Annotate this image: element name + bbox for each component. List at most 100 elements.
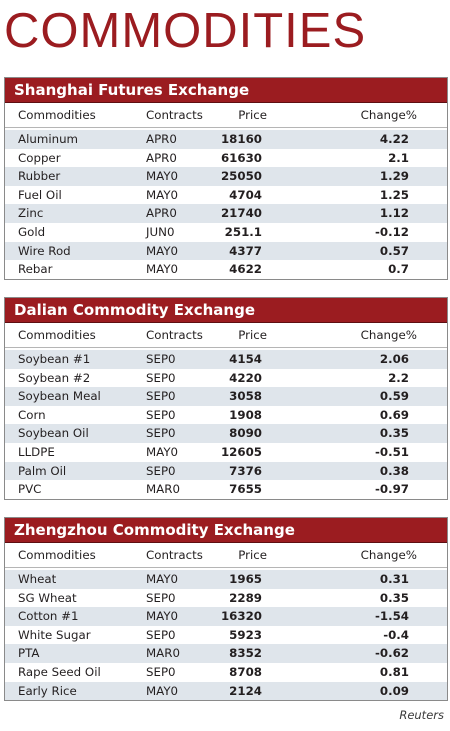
table-row: PTA MAR0 8352 -0.62 (5, 644, 447, 663)
page-title: COMMODITIES (4, 4, 367, 58)
exchange-section: Zhengzhou Commodity Exchange Commodities C… (4, 517, 448, 702)
contract-cell: SEP0 (146, 370, 176, 385)
contract-cell: SEP0 (146, 426, 176, 441)
price-cell: 3058 (229, 389, 262, 404)
price-cell: 1965 (229, 572, 262, 586)
price-cell: 16320 (220, 609, 262, 624)
header-price: Price (238, 548, 267, 562)
contract-cell: APR0 (146, 132, 177, 146)
header-contracts: Contracts (146, 548, 203, 562)
contract-cell: MAY0 (146, 187, 179, 202)
header-contracts: Contracts (146, 328, 203, 342)
change-cell: 2.06 (379, 352, 409, 366)
commodity-cell: Soybean #2 (18, 370, 91, 385)
change-cell: 2.1 (388, 150, 409, 165)
contract-cell: SEP0 (146, 664, 176, 679)
change-cell: -0.4 (383, 627, 409, 642)
exchange-name: Zhengzhou Commodity Exchange (5, 518, 447, 543)
change-cell: 1.29 (379, 169, 409, 184)
price-cell: 2289 (229, 590, 262, 605)
change-cell: 0.35 (379, 590, 409, 605)
table-row: SG Wheat SEP0 2289 0.35 (5, 588, 447, 608)
table-row: Early Rice MAY0 2124 0.09 (5, 681, 447, 701)
contract-cell: MAY0 (146, 169, 179, 184)
commodity-cell: Early Rice (18, 683, 77, 698)
change-cell: -0.51 (374, 444, 409, 459)
price-cell: 4154 (229, 352, 262, 366)
contract-cell: JUN0 (146, 224, 175, 239)
price-cell: 18160 (220, 132, 262, 146)
header-change: Change% (360, 328, 417, 342)
table-row: Aluminum APR0 18160 4.22 (5, 130, 447, 149)
change-cell: -1.54 (374, 609, 409, 624)
change-cell: 0.7 (388, 262, 409, 277)
table-row: Rape Seed Oil SEP0 8708 0.81 (5, 662, 447, 682)
commodity-cell: Soybean Meal (18, 389, 101, 404)
change-cell: 0.31 (379, 572, 409, 586)
contract-cell: SEP0 (146, 407, 176, 422)
price-cell: 4220 (229, 370, 262, 385)
table-row: LLDPE MAY0 12605 -0.51 (5, 442, 447, 462)
header-price: Price (238, 108, 267, 122)
header-commodities: Commodities (18, 548, 96, 562)
exchange-name: Dalian Commodity Exchange (5, 298, 447, 323)
commodity-cell: Zinc (18, 206, 44, 221)
price-cell: 4704 (229, 187, 262, 202)
price-cell: 61630 (220, 150, 262, 165)
table-row: Fuel Oil MAY0 4704 1.25 (5, 185, 447, 205)
commodity-cell: SG Wheat (18, 590, 77, 605)
change-cell: 0.81 (379, 664, 409, 679)
contract-cell: MAR0 (146, 482, 180, 497)
contract-cell: SEP0 (146, 352, 176, 366)
header-commodities: Commodities (18, 328, 96, 342)
header-divider (5, 127, 447, 130)
contract-cell: SEP0 (146, 590, 176, 605)
price-cell: 8708 (229, 664, 262, 679)
commodity-cell: LLDPE (18, 444, 55, 459)
table-row: Copper APR0 61630 2.1 (5, 148, 447, 168)
column-header-row: Commodities Contracts Price Change% (5, 543, 447, 567)
price-cell: 251.1 (224, 224, 262, 239)
commodity-cell: Aluminum (18, 132, 79, 146)
change-cell: 1.25 (379, 187, 409, 202)
contract-cell: SEP0 (146, 627, 176, 642)
table-row: PVC MAR0 7655 -0.97 (5, 480, 447, 499)
commodity-cell: Fuel Oil (18, 187, 62, 202)
change-cell: 4.22 (379, 132, 409, 146)
commodity-cell: Rape Seed Oil (18, 664, 101, 679)
table-row: Wire Rod MAY0 4377 0.57 (5, 241, 447, 261)
change-cell: -0.97 (374, 482, 409, 497)
price-cell: 21740 (220, 206, 262, 221)
contract-cell: SEP0 (146, 463, 176, 478)
table-row: Rebar MAY0 4622 0.7 (5, 260, 447, 279)
table-row: Gold JUN0 251.1 -0.12 (5, 222, 447, 242)
change-cell: 0.59 (379, 389, 409, 404)
commodity-cell: Gold (18, 224, 46, 239)
column-header-row: Commodities Contracts Price Change% (5, 323, 447, 347)
contract-cell: MAY0 (146, 262, 179, 277)
change-cell: 0.57 (379, 243, 409, 258)
price-cell: 8090 (229, 426, 262, 441)
table-row: Zinc APR0 21740 1.12 (5, 204, 447, 223)
commodity-cell: Rubber (18, 169, 61, 184)
price-cell: 7376 (229, 463, 262, 478)
contract-cell: MAY0 (146, 609, 179, 624)
price-cell: 2124 (229, 683, 262, 698)
contract-cell: MAY0 (146, 572, 179, 586)
header-contracts: Contracts (146, 108, 203, 122)
header-price: Price (238, 328, 267, 342)
commodity-cell: Soybean #1 (18, 352, 91, 366)
header-change: Change% (360, 108, 417, 122)
exchange-section: Dalian Commodity Exchange Commodities Cont… (4, 297, 448, 500)
contract-cell: MAY0 (146, 444, 179, 459)
header-divider (5, 567, 447, 570)
source-credit: Reuters (399, 708, 444, 722)
change-cell: -0.62 (374, 646, 409, 661)
price-cell: 7655 (229, 482, 262, 497)
header-divider (5, 347, 447, 350)
header-commodities: Commodities (18, 108, 96, 122)
commodity-cell: PVC (18, 482, 42, 497)
contract-cell: APR0 (146, 150, 177, 165)
table-row: Soybean Oil SEP0 8090 0.35 (5, 424, 447, 443)
change-cell: 0.38 (379, 463, 409, 478)
